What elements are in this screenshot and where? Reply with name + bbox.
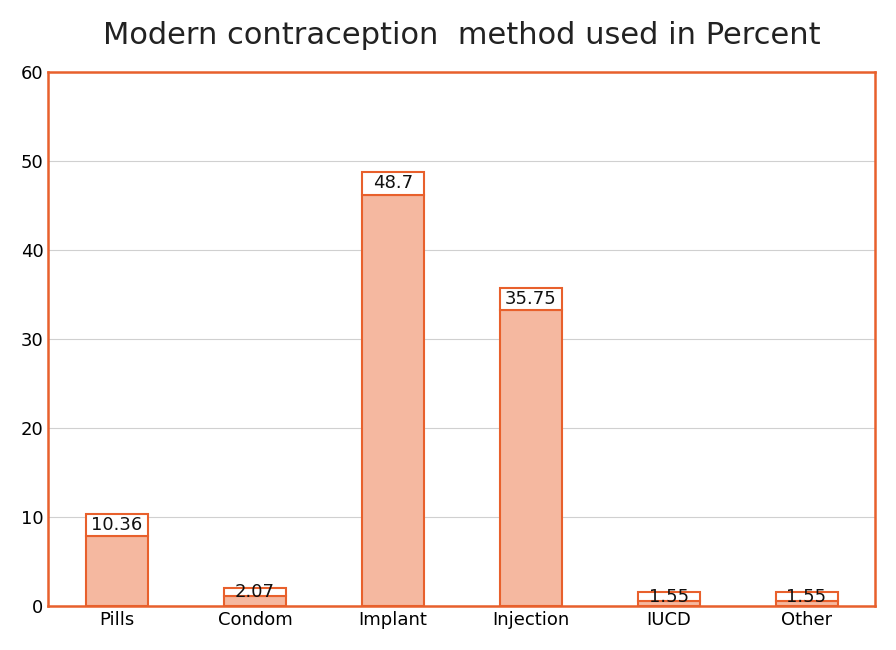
Bar (500, 288, 562, 310)
Bar (776, 601, 838, 606)
Title: Modern contraception  method used in Percent: Modern contraception method used in Perc… (103, 21, 821, 50)
Bar (86, 514, 148, 536)
Bar (224, 596, 286, 606)
Text: 2.07: 2.07 (235, 583, 275, 601)
Bar (638, 593, 700, 601)
Text: 1.55: 1.55 (787, 588, 827, 606)
Text: 1.55: 1.55 (649, 588, 689, 606)
Text: 48.7: 48.7 (373, 174, 413, 192)
Bar (638, 601, 700, 606)
Bar (362, 172, 424, 194)
Bar (224, 588, 286, 596)
Bar (362, 194, 424, 606)
Bar (500, 310, 562, 606)
Bar (86, 536, 148, 606)
Text: 35.75: 35.75 (504, 290, 556, 308)
Bar (776, 593, 838, 601)
Text: 10.36: 10.36 (91, 516, 142, 534)
